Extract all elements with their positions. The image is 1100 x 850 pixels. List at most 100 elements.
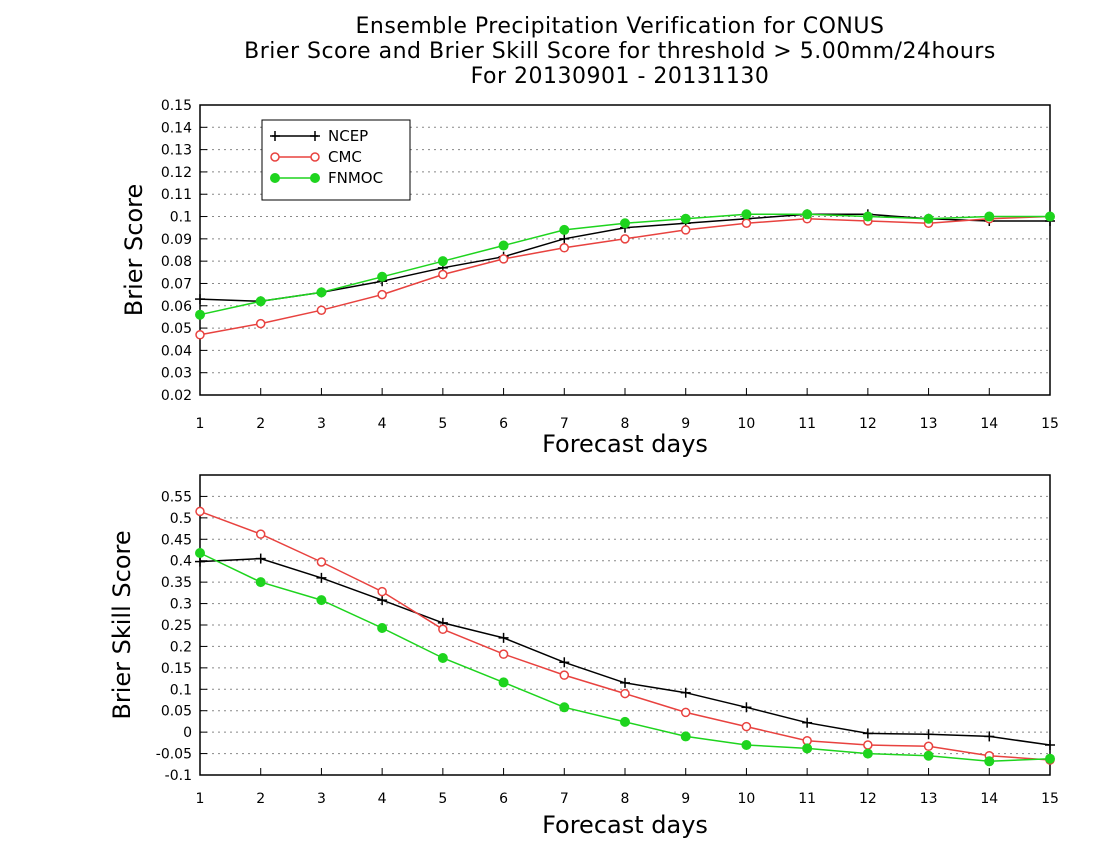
chart2-series-cmc-point: [195, 506, 205, 517]
chart2-ytick-label: 0.3: [170, 597, 192, 613]
chart2-ytick-label: 0.05: [161, 704, 192, 720]
chart2-series-cmc-point: [741, 721, 752, 732]
chart1-series-fnmoc-point: [255, 296, 266, 307]
chart2-xtick-label: 6: [499, 791, 508, 807]
chart2-xtick-label: 1: [196, 791, 205, 807]
legend-entry-fnmoc-marker-right: [310, 173, 320, 183]
chart1-ytick-label: 0.09: [161, 232, 192, 248]
chart1-series-fnmoc-point: [802, 209, 813, 220]
chart2-series-fnmoc-point: [316, 595, 327, 606]
chart2-series-fnmoc-point: [741, 740, 752, 750]
chart2-ytick-label: 0.15: [161, 661, 192, 677]
chart2-series-fnmoc-point: [255, 577, 266, 588]
chart1-ytick-label: 0.12: [161, 165, 192, 181]
chart1-series-cmc-point: [255, 318, 266, 329]
chart2-ytick-label: 0.45: [161, 532, 192, 548]
chart1-ytick-label: 0.15: [161, 98, 192, 114]
chart2-series-fnmoc-point: [437, 653, 448, 663]
chart2-series-fnmoc-point: [1045, 753, 1055, 764]
chart2-series-cmc-point: [863, 740, 873, 750]
chart-title-line-2: Brier Score and Brier Skill Score for th…: [244, 39, 996, 64]
chart2-xtick-label: 10: [738, 791, 756, 807]
chart1-ytick-label: 0.08: [161, 254, 192, 270]
chart1-series-cmc-point: [741, 218, 752, 228]
legend: NCEP CMC FNMOC: [261, 119, 411, 201]
chart1-series-fnmoc-point: [1045, 211, 1055, 222]
chart2-ytick-label: 0.55: [161, 489, 192, 505]
chart2-series-cmc-point: [559, 670, 570, 680]
chart1-xtick-label: 5: [438, 416, 447, 432]
chart2-xaxis-title: Forecast days: [542, 811, 708, 839]
chart2-ytick-label: 0.4: [170, 554, 192, 570]
chart2-series-cmc-point: [620, 688, 630, 699]
chart2-xtick-label: 8: [621, 791, 630, 807]
chart2-xtick-label: 11: [798, 791, 816, 807]
chart2-series-fnmoc-point: [559, 702, 570, 713]
chart2-series-fnmoc-point: [620, 716, 630, 727]
chart2-ytick-label: -0.05: [156, 747, 192, 763]
chart2-xtick-label: 3: [317, 791, 326, 807]
chart1-yaxis-title: Brier Score: [120, 184, 148, 316]
legend-entry-fnmoc-label: FNMOC: [328, 169, 383, 187]
chart2-xtick-label: 15: [1041, 791, 1059, 807]
chart1-ytick-label: 0.03: [161, 366, 192, 382]
chart2-xtick-label: 5: [438, 791, 447, 807]
legend-box: [261, 119, 411, 201]
chart2-series-fnmoc-point: [802, 743, 813, 754]
chart2-ytick-label: 0.35: [161, 575, 192, 591]
legend-entry-cmc-marker-right: [310, 152, 320, 162]
chart2-series-cmc-point: [923, 741, 934, 752]
chart2-series-cmc-point: [680, 707, 691, 718]
chart2-ytick-label: 0: [183, 725, 192, 741]
chart2-xtick-label: 12: [859, 791, 877, 807]
chart1-series-fnmoc-point: [498, 240, 509, 251]
chart2-ytick-label: 0.5: [170, 511, 192, 527]
chart2-series-fnmoc-line: [199, 552, 1051, 763]
chart1-series-cmc-point: [316, 305, 327, 315]
chart1-series-fnmoc-point: [923, 213, 934, 224]
chart2-series-fnmoc: [195, 548, 1055, 767]
chart1-xtick-label: 9: [681, 416, 690, 432]
chart1-ytick-label: 0.11: [161, 187, 192, 203]
legend-entry-cmc-marker-left: [270, 152, 280, 162]
chart2-series-fnmoc-point: [195, 548, 205, 558]
chart1-series-cmc-point: [438, 269, 448, 280]
legend-entry-ncep: NCEP: [270, 127, 368, 145]
chart1-xtick-label: 1: [196, 416, 205, 432]
chart1-ytick-label: 0.13: [161, 143, 192, 159]
chart1-ytick-label: 0.05: [161, 321, 192, 337]
chart2-xtick-label: 14: [980, 791, 998, 807]
chart2-ytick-label: -0.1: [165, 768, 192, 784]
chart1-series-fnmoc-point: [377, 271, 388, 282]
chart1-xtick-label: 4: [378, 416, 387, 432]
chart1-series-cmc-point: [680, 225, 691, 235]
chart1-ytick-label: 0.14: [161, 120, 192, 136]
chart1-xtick-label: 10: [738, 416, 756, 432]
chart1-series-fnmoc-point: [741, 209, 752, 220]
chart1-series-cmc-point: [377, 289, 387, 300]
chart2-xtick-label: 2: [256, 791, 265, 807]
legend-entry-cmc: CMC: [270, 148, 362, 166]
chart1-series-fnmoc-point: [680, 213, 691, 224]
chart1-series-cmc-point: [559, 243, 570, 253]
chart2-series-cmc-point: [438, 624, 448, 635]
chart2-xtick-label: 7: [560, 791, 569, 807]
chart2-series-cmc-point: [377, 586, 387, 597]
chart1-series-fnmoc-point: [316, 287, 327, 298]
chart1-xtick-label: 11: [798, 416, 816, 432]
chart1-series-fnmoc-point: [437, 256, 448, 267]
legend-entry-cmc-label: CMC: [328, 148, 362, 166]
chart1-xtick-label: 3: [317, 416, 326, 432]
chart2-xtick-label: 4: [378, 791, 387, 807]
legend-entry-fnmoc: FNMOC: [270, 169, 383, 187]
chart2-xtick-label: 9: [681, 791, 690, 807]
legend-entry-ncep-label: NCEP: [328, 127, 368, 145]
chart-title-line-1: Ensemble Precipitation Verification for …: [355, 14, 885, 39]
chart2-series-cmc-point: [255, 529, 266, 539]
chart1-xtick-label: 12: [859, 416, 877, 432]
chart1-series-cmc-point: [195, 330, 205, 340]
chart1-series-fnmoc-point: [559, 224, 570, 235]
chart2-series-fnmoc-point: [498, 677, 509, 688]
chart1-series-fnmoc: [195, 209, 1055, 320]
